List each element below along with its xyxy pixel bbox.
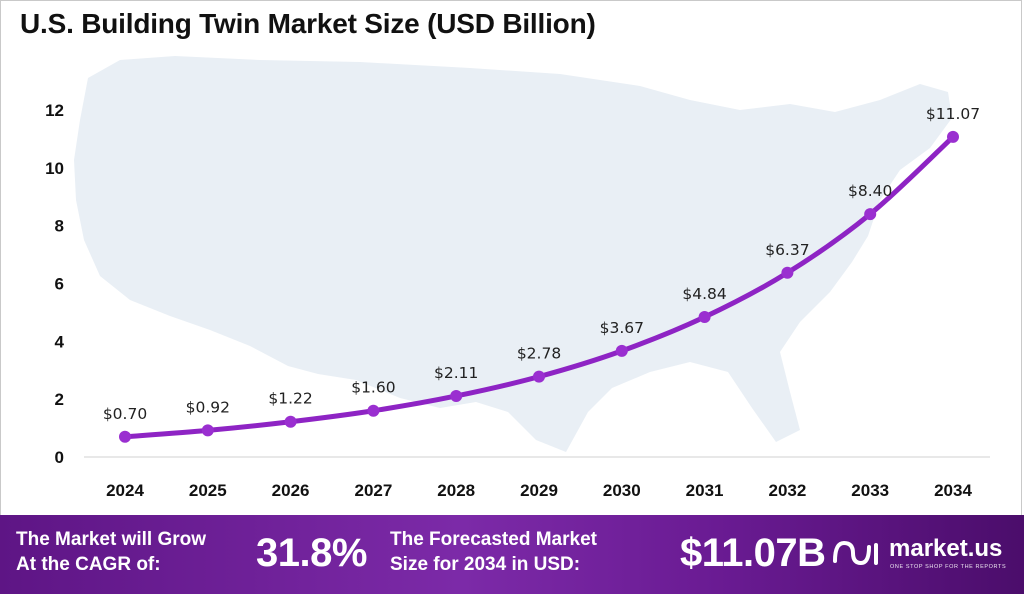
data-label: $3.67 (600, 319, 644, 337)
y-tick-label: 0 (55, 448, 64, 467)
data-label: $1.60 (351, 379, 395, 397)
data-point (450, 389, 463, 402)
data-label: $2.78 (517, 345, 561, 363)
data-point (284, 415, 297, 428)
x-tick-label: 2034 (934, 481, 972, 500)
forecast-value: $11.07B (680, 531, 826, 575)
data-label: $0.92 (186, 398, 230, 416)
x-tick-label: 2033 (851, 481, 889, 500)
y-tick-label: 12 (45, 101, 64, 120)
x-tick-label: 2027 (354, 481, 392, 500)
brand-name: market.us (889, 535, 1003, 562)
line-chart: 0 2 4 6 8 10 12 2024 2025 2026 2027 2028 2029 2030 20… (45, 56, 990, 500)
y-tick-label: 8 (55, 217, 64, 236)
y-tick-label: 2 (55, 390, 64, 409)
x-tick-label: 2026 (272, 481, 310, 500)
cagr-value: 31.8% (256, 531, 367, 575)
brand-tagline: ONE STOP SHOP FOR THE REPORTS (890, 564, 1007, 570)
data-label: $8.40 (848, 182, 892, 200)
x-tick-label: 2029 (520, 481, 558, 500)
x-tick-label: 2024 (106, 481, 144, 500)
data-label: $4.84 (682, 285, 726, 303)
data-point (367, 404, 380, 417)
data-label: $1.22 (268, 390, 312, 408)
cagr-label-line2: At the CAGR of: (16, 554, 161, 575)
data-point (201, 424, 214, 437)
x-tick-label: 2025 (189, 481, 227, 500)
us-map-silhouette (74, 56, 952, 452)
data-label: $6.37 (765, 241, 809, 259)
forecast-label: The Forecasted Market Size for 2034 in U… (390, 527, 597, 577)
summary-footer: The Market will Grow At the CAGR of: 31.… (0, 515, 1024, 594)
data-label: $11.07 (926, 105, 980, 123)
data-point (781, 266, 794, 279)
data-point (947, 130, 959, 143)
y-tick-label: 4 (55, 332, 65, 351)
data-label: $0.70 (103, 405, 147, 423)
market-us-logo-icon (833, 540, 878, 566)
cagr-label-line1: The Market will Grow (16, 529, 207, 550)
cagr-label: The Market will Grow At the CAGR of: (16, 527, 206, 577)
data-label: $2.11 (434, 364, 478, 382)
forecast-label-line2: Size for 2034 in USD: (390, 554, 581, 575)
x-tick-label: 2031 (686, 481, 724, 500)
chart-title: U.S. Building Twin Market Size (USD Bill… (20, 8, 596, 39)
y-tick-label: 6 (55, 275, 64, 294)
forecast-label-line1: The Forecasted Market (390, 529, 597, 550)
x-tick-label: 2030 (603, 481, 641, 500)
data-point (119, 430, 131, 443)
data-point (698, 311, 711, 324)
y-tick-label: 10 (45, 159, 64, 178)
x-tick-label: 2028 (437, 481, 475, 500)
data-point (533, 370, 545, 383)
data-point (864, 208, 877, 221)
x-tick-label: 2032 (768, 481, 806, 500)
data-point (615, 344, 628, 357)
